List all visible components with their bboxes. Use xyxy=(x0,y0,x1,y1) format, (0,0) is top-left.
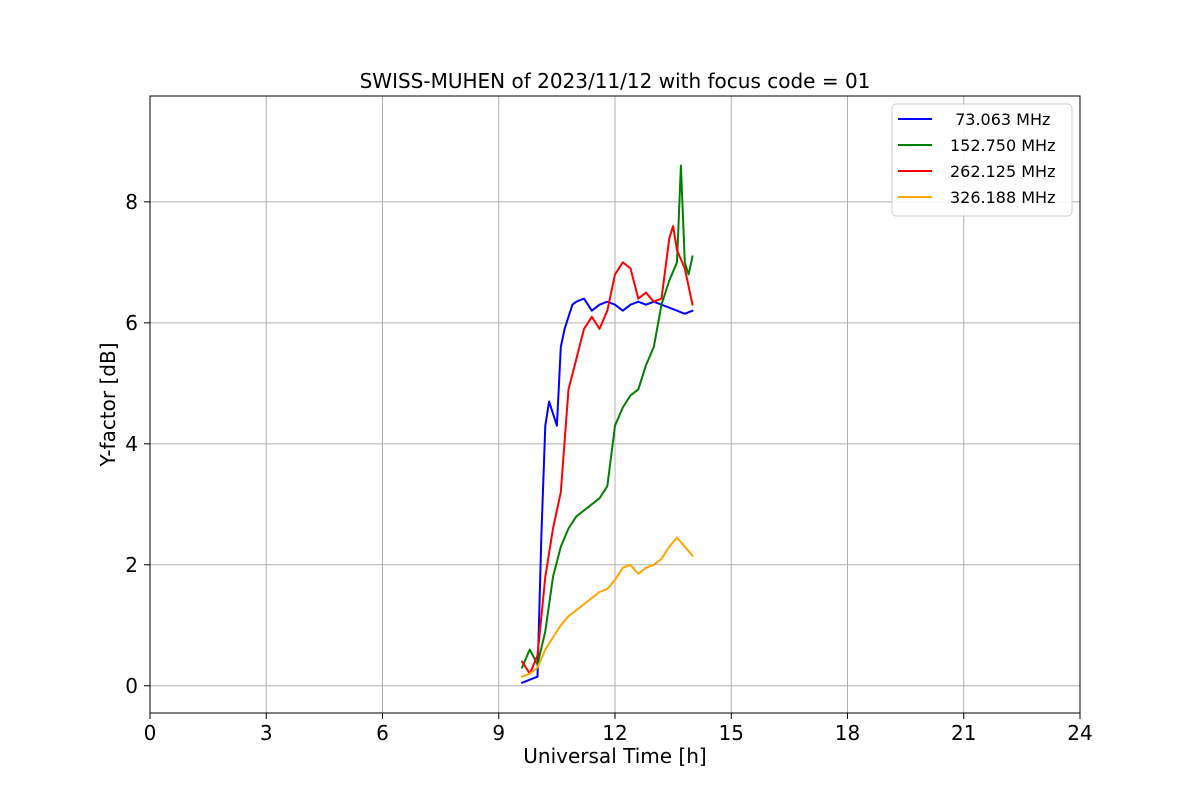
series-line-3 xyxy=(521,536,694,678)
x-tick-label: 21 xyxy=(951,721,976,745)
x-tick-label: 0 xyxy=(144,721,157,745)
y-tick-label: 4 xyxy=(125,432,138,456)
legend-label-1: 152.750 MHz xyxy=(950,136,1055,155)
x-tick-label: 9 xyxy=(492,721,505,745)
legend-box xyxy=(891,103,1073,217)
y-tick-label: 8 xyxy=(125,190,138,214)
y-tick-label: 6 xyxy=(125,311,138,335)
x-tick-label: 15 xyxy=(719,721,744,745)
series-layer xyxy=(521,164,694,684)
x-axis: 0 3 6 9 12 15 18 21 24 xyxy=(144,713,1093,745)
series-line-1 xyxy=(521,164,694,669)
x-axis-label: Universal Time [h] xyxy=(523,744,706,768)
legend: 73.063 MHz 152.750 MHz 262.125 MHz 326.188 … xyxy=(891,103,1073,217)
y-tick-label: 2 xyxy=(125,553,138,577)
x-tick-label: 24 xyxy=(1067,721,1092,745)
x-tick-label: 18 xyxy=(835,721,860,745)
x-tick-label: 6 xyxy=(376,721,389,745)
legend-label-2: 262.125 MHz xyxy=(950,162,1055,181)
y-tick-label: 0 xyxy=(125,674,138,698)
y-axis-label: Y-factor [dB] xyxy=(96,342,120,467)
legend-label-0: 73.063 MHz xyxy=(950,110,1050,129)
series-line-2 xyxy=(521,225,694,675)
x-tick-label: 3 xyxy=(260,721,273,745)
x-tick-label: 12 xyxy=(602,721,627,745)
y-axis: 0 2 4 6 8 xyxy=(125,190,150,698)
series-line-0 xyxy=(521,297,694,684)
chart-title: SWISS-MUHEN of 2023/11/12 with focus cod… xyxy=(360,69,871,93)
legend-label-3: 326.188 MHz xyxy=(950,188,1055,207)
